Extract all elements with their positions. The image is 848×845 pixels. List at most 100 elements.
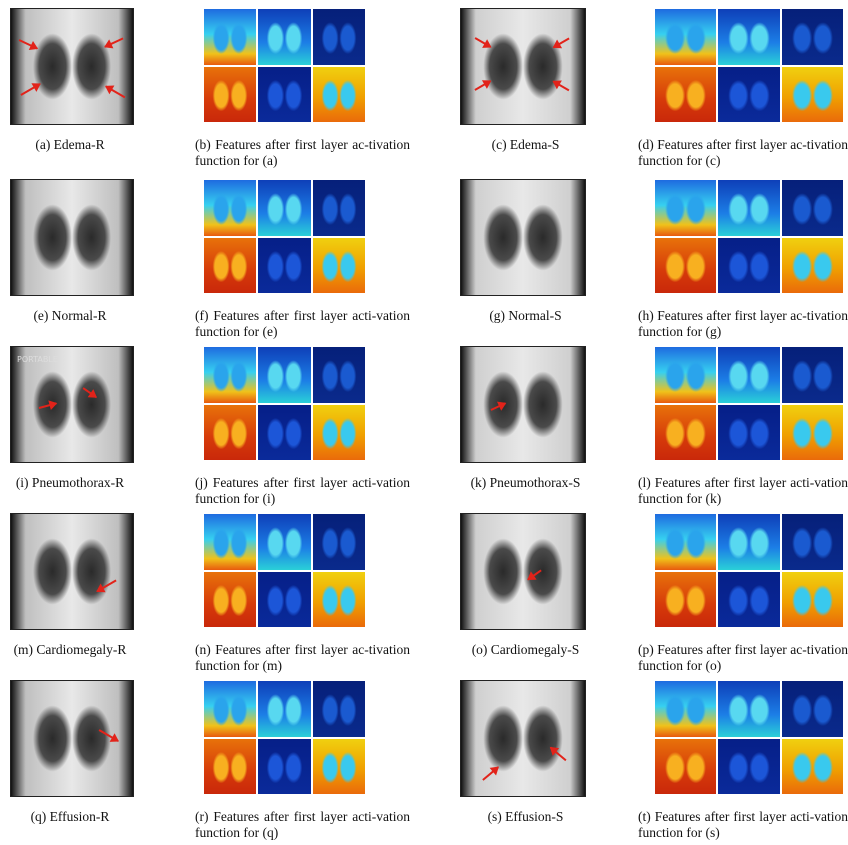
panel-caption: (p) Features after first layer ac-tivati… [638, 642, 848, 673]
real-xray-image [10, 513, 134, 630]
activation-map-tile [204, 347, 257, 403]
red-arrow [552, 80, 570, 92]
activation-map-tile [718, 738, 780, 794]
feature-map-grid [654, 179, 844, 294]
red-arrow [482, 766, 500, 782]
panel-caption: (d) Features after first layer ac-tivati… [638, 137, 848, 168]
activation-map-tile [718, 347, 780, 403]
activation-map-tile [204, 237, 257, 293]
synthetic-xray-image [460, 179, 586, 296]
activation-map-tile [781, 738, 843, 794]
red-arrow [105, 85, 126, 99]
red-arrow [549, 746, 567, 762]
synthetic-xray-image [460, 680, 586, 797]
red-arrow [104, 37, 124, 48]
activation-map-tile [718, 681, 780, 737]
panel-caption: (s) Effusion-S [487, 809, 564, 824]
panel-caption: (j) Features after first layer acti-vati… [195, 475, 410, 506]
feature-map-grid [654, 513, 844, 628]
activation-map-tile [718, 9, 780, 65]
activation-map-tile [312, 347, 365, 403]
activation-map-tile [204, 514, 257, 570]
activation-map-tile [204, 738, 257, 794]
feature-map-grid [654, 8, 844, 123]
panel-caption: (e) Normal-R [33, 308, 107, 323]
activation-map-tile [781, 404, 843, 460]
feature-map-grid [203, 8, 366, 123]
panel-caption: (k) Pneumothorax-S [470, 475, 581, 490]
panel-caption: (n) Features after first layer ac-tivati… [195, 642, 410, 673]
activation-map-tile [655, 738, 717, 794]
activation-map-tile [312, 738, 365, 794]
activation-map-tile [204, 180, 257, 236]
activation-map-tile [258, 66, 311, 122]
real-xray-image [10, 8, 134, 125]
activation-map-tile [781, 571, 843, 627]
activation-map-tile [204, 404, 257, 460]
panel-caption: (f) Features after first layer acti-vati… [195, 308, 410, 339]
activation-map-tile [258, 9, 311, 65]
activation-map-tile [204, 571, 257, 627]
red-arrow [490, 402, 507, 412]
activation-map-tile [312, 404, 365, 460]
feature-map-grid [654, 346, 844, 461]
panel-caption: (l) Features after first layer acti-vati… [638, 475, 848, 506]
feature-map-grid [203, 680, 366, 795]
feature-map-grid [654, 680, 844, 795]
activation-map-tile [781, 347, 843, 403]
activation-map-tile [718, 404, 780, 460]
activation-map-tile [781, 237, 843, 293]
activation-map-tile [655, 180, 717, 236]
activation-map-tile [718, 514, 780, 570]
activation-map-tile [718, 66, 780, 122]
activation-map-tile [258, 571, 311, 627]
panel-caption: (a) Edema-R [35, 137, 105, 152]
activation-map-tile [655, 681, 717, 737]
red-arrow [18, 39, 38, 50]
activation-map-tile [655, 404, 717, 460]
real-xray-image: PORTABLE [10, 346, 134, 463]
synthetic-xray-image [460, 346, 586, 463]
activation-map-tile [312, 9, 365, 65]
red-arrow [474, 80, 492, 92]
panel-caption: (h) Features after first layer ac-tivati… [638, 308, 848, 339]
synthetic-xray-image [460, 513, 586, 630]
activation-map-tile [781, 681, 843, 737]
red-arrow [20, 83, 41, 97]
activation-map-tile [655, 514, 717, 570]
activation-map-tile [718, 571, 780, 627]
activation-map-tile [204, 681, 257, 737]
activation-map-tile [781, 180, 843, 236]
activation-map-tile [258, 404, 311, 460]
feature-map-grid [203, 513, 366, 628]
feature-map-grid [203, 179, 366, 294]
activation-map-tile [655, 9, 717, 65]
red-arrow [82, 387, 97, 399]
synthetic-xray-image [460, 8, 586, 125]
activation-map-tile [312, 66, 365, 122]
red-arrow [474, 37, 492, 49]
activation-map-tile [312, 571, 365, 627]
panel-caption: (t) Features after first layer acti-vati… [638, 809, 848, 840]
activation-map-tile [312, 180, 365, 236]
activation-map-tile [781, 9, 843, 65]
activation-map-tile [781, 514, 843, 570]
red-arrow [527, 569, 542, 581]
red-arrow [38, 402, 57, 410]
activation-map-tile [781, 66, 843, 122]
real-xray-image [10, 179, 134, 296]
panel-caption: (o) Cardiomegaly-S [471, 642, 580, 657]
panel-caption: (c) Edema-S [491, 137, 560, 152]
activation-map-tile [258, 180, 311, 236]
panel-caption: (r) Features after first layer acti-vati… [195, 809, 410, 840]
activation-map-tile [258, 738, 311, 794]
activation-map-tile [655, 571, 717, 627]
activation-map-tile [718, 180, 780, 236]
red-arrow [552, 37, 570, 49]
real-xray-image [10, 680, 134, 797]
activation-map-tile [312, 681, 365, 737]
red-arrow [96, 579, 117, 593]
panel-caption: (b) Features after first layer ac-tivati… [195, 137, 410, 168]
activation-map-tile [258, 514, 311, 570]
